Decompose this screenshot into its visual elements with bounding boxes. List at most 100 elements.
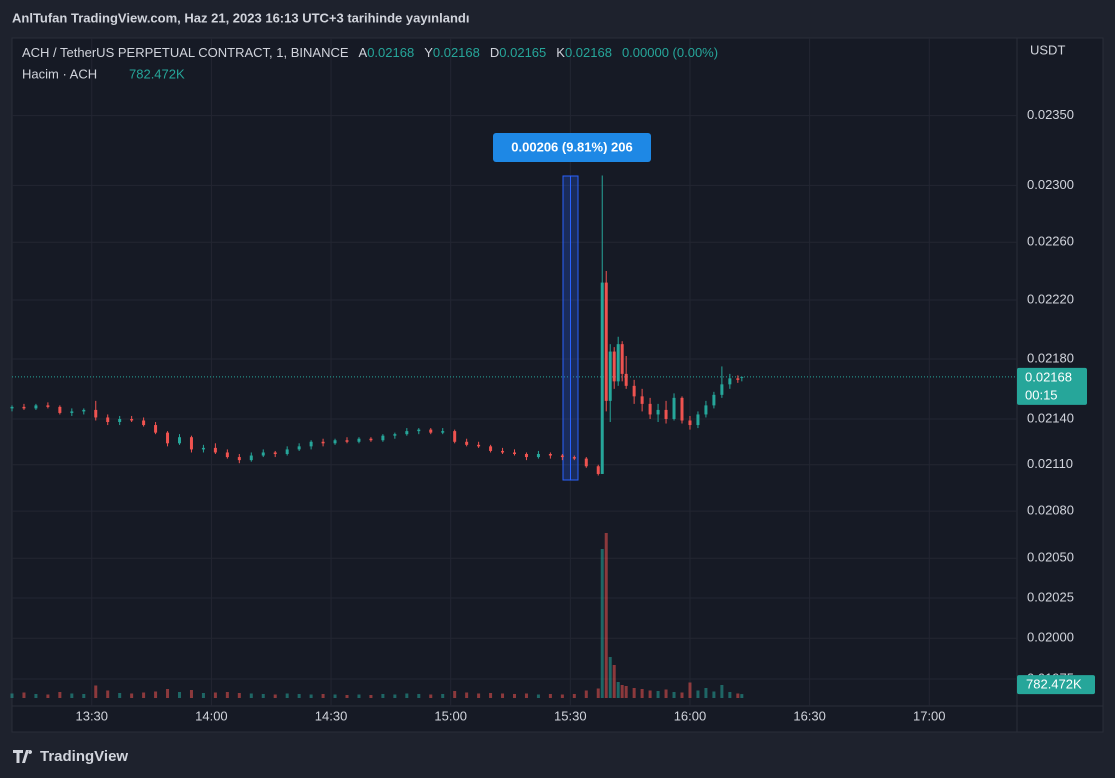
candle-body xyxy=(616,344,620,382)
volume-bar xyxy=(664,689,668,698)
candle-body xyxy=(321,441,325,444)
y-tick-label: 0.02025 xyxy=(1027,589,1074,604)
volume-last-label: 782.472K xyxy=(1026,677,1082,692)
volume-bar xyxy=(572,694,576,698)
volume-bar xyxy=(10,693,14,698)
y-tick-label: 0.02110 xyxy=(1027,456,1073,471)
volume-bar xyxy=(624,686,628,698)
candle-body xyxy=(154,425,158,433)
candle-body xyxy=(572,457,576,459)
candle-body xyxy=(225,452,229,458)
candle-body xyxy=(369,438,373,441)
volume-bar xyxy=(680,692,684,698)
candle-body xyxy=(178,437,181,444)
volume-bar xyxy=(285,693,289,698)
candle-body xyxy=(309,441,313,447)
candle-body xyxy=(46,405,50,407)
volume-bar xyxy=(118,693,122,698)
volume-bar xyxy=(273,694,277,698)
candle-body xyxy=(381,435,385,441)
y-tick-label: 0.02350 xyxy=(1027,107,1074,122)
volume-pane xyxy=(10,533,744,698)
candle-body xyxy=(333,440,337,444)
volume-bar xyxy=(524,693,528,698)
candle-body xyxy=(58,406,62,413)
x-tick-label: 13:30 xyxy=(75,708,108,723)
volume-bar xyxy=(261,694,265,698)
candle-body xyxy=(696,414,700,426)
volume-bar xyxy=(612,665,616,698)
candle-body xyxy=(632,385,636,397)
candle-body xyxy=(142,420,146,426)
candle-body xyxy=(441,431,445,433)
volume-bar xyxy=(142,692,146,698)
y-tick-label: 0.02000 xyxy=(1027,630,1074,645)
volume-bar xyxy=(501,693,505,698)
candle-body xyxy=(612,351,616,382)
volume-bar xyxy=(736,693,740,698)
last-price-label: 0.02168 xyxy=(1025,369,1072,384)
candle-body xyxy=(704,405,708,415)
legend-item: 0.00000 (0.00%) xyxy=(622,45,718,60)
candle-body xyxy=(429,429,433,433)
legend-item: 0.02168 xyxy=(433,45,480,60)
candle-body xyxy=(297,446,301,450)
volume-bar xyxy=(154,691,158,698)
legend-item: ACH / TetherUS PERPETUAL CONTRACT, 1, BI… xyxy=(22,45,349,60)
candle-body xyxy=(608,351,612,401)
candle-body xyxy=(118,418,122,423)
volume-bar xyxy=(429,694,433,698)
volume-bar xyxy=(46,694,50,698)
candle-body xyxy=(596,466,600,474)
volume-bar xyxy=(189,690,193,698)
volume-bar xyxy=(513,694,516,698)
x-tick-label: 16:30 xyxy=(793,708,826,723)
candle-body xyxy=(640,396,644,404)
volume-bar xyxy=(94,685,98,698)
header: AnlTufan TradingView.com, Haz 21, 2023 1… xyxy=(12,10,469,25)
candle-body xyxy=(560,455,564,458)
candle-body xyxy=(70,411,74,413)
candle-body xyxy=(536,453,540,458)
volume-bar xyxy=(34,694,38,698)
volume-bar xyxy=(453,691,457,698)
axes: 0.02350 0.02300 0.02260 0.02220 0.02180 0.021… xyxy=(75,107,1095,723)
candle-body xyxy=(620,344,624,374)
countdown: 00:15 xyxy=(1025,387,1058,402)
legend-item: Y xyxy=(424,45,433,60)
volume-bar xyxy=(712,691,716,698)
volume-bar xyxy=(357,694,361,698)
volume-bar xyxy=(333,694,337,698)
candle-body xyxy=(166,432,170,444)
volume-bar xyxy=(58,692,62,698)
volume-bar xyxy=(740,694,744,698)
y-tick-label: 0.02300 xyxy=(1027,177,1074,192)
candle-body xyxy=(524,453,528,458)
volume-bar xyxy=(720,685,724,698)
volume-bar xyxy=(249,693,253,698)
candle-body xyxy=(624,373,628,386)
volume-bar xyxy=(237,693,241,698)
volume-bar xyxy=(393,694,397,698)
candle-body xyxy=(648,403,652,415)
candle-body xyxy=(189,437,193,450)
volume-bar xyxy=(608,657,612,698)
grid xyxy=(12,38,1017,706)
candle-body xyxy=(237,457,241,461)
candle-body xyxy=(273,452,277,454)
volume-bar xyxy=(309,694,313,698)
measure-box xyxy=(493,133,651,162)
volume-bar xyxy=(604,533,608,698)
x-tick-label: 17:00 xyxy=(913,708,946,723)
candle-body xyxy=(82,409,86,412)
volume-bar xyxy=(297,694,301,698)
volume-bar xyxy=(166,689,170,698)
volume-bar xyxy=(201,693,205,698)
candle-body xyxy=(604,282,608,401)
volume-bar xyxy=(648,690,652,698)
volume-bar xyxy=(225,692,229,698)
volume-bar xyxy=(728,692,732,698)
candle-body xyxy=(345,440,349,442)
candle-body xyxy=(664,409,668,419)
y-tick-label: 0.02050 xyxy=(1027,550,1074,565)
